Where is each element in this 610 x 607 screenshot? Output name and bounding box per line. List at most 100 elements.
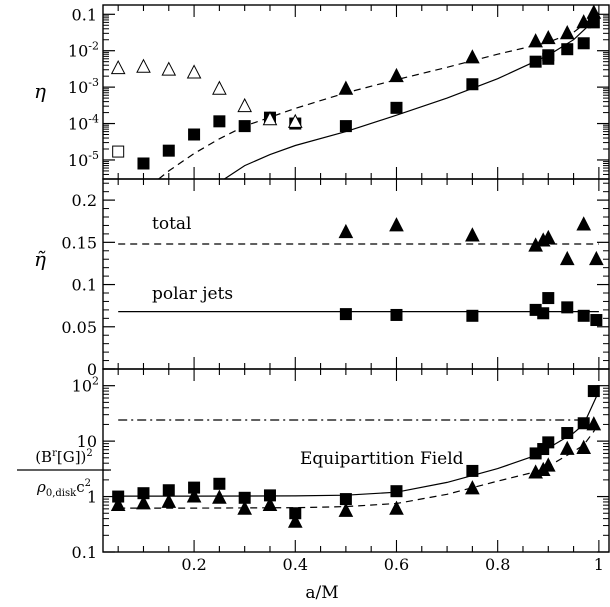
solid-curve [118,390,600,497]
filled-triangle-marker [389,500,404,515]
filled-triangle-marker [559,250,575,266]
open-triangle-marker [136,58,151,73]
filled-triangle-marker [262,496,278,512]
filled-triangle-marker [389,67,404,83]
filled-triangle-marker [338,223,354,239]
y-tick-label: 0.1 [72,5,97,24]
filled-triangle-marker [540,457,556,472]
filled-triangle-marker [287,513,303,528]
filled-triangle-marker [465,49,480,64]
filled-square-marker [587,385,600,398]
y-tick-label: 0.1 [72,276,97,295]
filled-triangle-marker [559,25,575,40]
filled-triangle-marker [528,33,543,48]
filled-square-marker [561,301,574,314]
open-triangle-marker [186,64,202,79]
open-triangle-marker [262,111,278,126]
filled-triangle-marker [110,496,126,512]
open-square-marker [112,145,125,158]
filled-triangle-marker [540,29,556,45]
filled-square-marker [577,309,590,322]
filled-triangle-marker [338,80,354,95]
filled-triangle-marker [586,5,602,19]
open-triangle-marker [212,80,227,95]
eta-tilde-axis-label: η̃ [34,247,46,271]
filled-square-marker [339,120,352,133]
filled-square-marker [137,157,150,170]
filled-square-marker [542,52,555,65]
filled-square-marker [390,308,403,321]
field-ratio-axis-label: (Br[G])2 ρ0,diskc2 [17,448,111,499]
annotation-total: total [152,214,191,234]
y-tick-label: 10-5 [68,149,99,170]
x-tick-label: 0.8 [485,555,510,574]
filled-square-marker [390,101,403,114]
x-tick-label: 1 [594,555,604,574]
filled-triangle-marker [540,229,556,245]
svg-text:ρ0,diskc2: ρ0,diskc2 [36,478,91,499]
solid-curve [224,15,600,179]
y-tick-label: 0.2 [72,191,97,210]
y-tick-label: 10 [77,432,97,451]
filled-square-marker [466,78,479,91]
filled-square-marker [162,144,175,157]
filled-triangle-marker [465,227,480,242]
y-tick-label: 0.1 [72,543,97,562]
filled-square-marker [577,37,590,50]
x-tick-label: 0.4 [283,555,308,574]
dashed-curve [158,12,600,179]
filled-square-marker [238,120,251,133]
filled-square-marker [213,115,226,128]
y-tick-label: 10-3 [68,76,99,97]
x-tick-label: 0.6 [384,555,409,574]
open-triangle-marker [110,59,126,75]
eta-axis-label: η [34,79,46,103]
filled-square-marker [466,309,479,322]
filled-square-marker [390,485,403,498]
filled-square-marker [529,55,542,68]
panel-frame [102,178,610,370]
open-triangle-marker [237,97,253,113]
panel-3 [110,385,602,528]
y-tick-label: 0 [87,360,97,379]
y-tick-label: 1 [87,488,97,507]
filled-square-marker [188,128,201,141]
filled-square-marker [339,308,352,321]
filled-square-marker [561,427,574,440]
filled-triangle-marker [576,439,592,454]
filled-triangle-marker [136,495,151,510]
open-triangle-marker [161,61,177,76]
annotation-polar-jets: polar jets [152,284,233,304]
svg-text:(Br[G])2: (Br[G])2 [35,448,93,466]
filled-triangle-marker [212,489,227,504]
filled-triangle-marker [576,14,592,29]
filled-square-marker [590,314,603,327]
filled-square-marker [213,477,226,490]
x-axis-label: a/M [305,583,338,603]
filled-triangle-marker [338,502,354,517]
filled-square-marker [577,417,590,430]
filled-square-marker [542,292,555,305]
filled-triangle-marker [465,480,480,495]
filled-triangle-marker [589,250,604,266]
filled-square-marker [542,436,555,449]
filled-square-marker [537,307,550,320]
annotation-equipartition-field: Equipartition Field [300,449,464,469]
y-tick-label: 102 [72,375,99,396]
filled-square-marker [466,464,479,477]
y-tick-label: 10-4 [68,113,99,134]
y-tick-label: 10-2 [68,40,99,61]
filled-triangle-marker [186,488,202,503]
filled-triangle-marker [237,500,253,515]
panel-2 [118,216,604,327]
filled-square-marker [561,43,574,56]
y-tick-label: 0.15 [61,233,97,252]
filled-triangle-marker [559,440,575,455]
panel-1 [110,5,602,179]
filled-triangle-marker [586,416,602,431]
filled-triangle-marker [576,216,592,231]
filled-triangle-marker [389,217,404,232]
panel-frame [102,4,610,180]
filled-triangle-marker [161,493,177,508]
